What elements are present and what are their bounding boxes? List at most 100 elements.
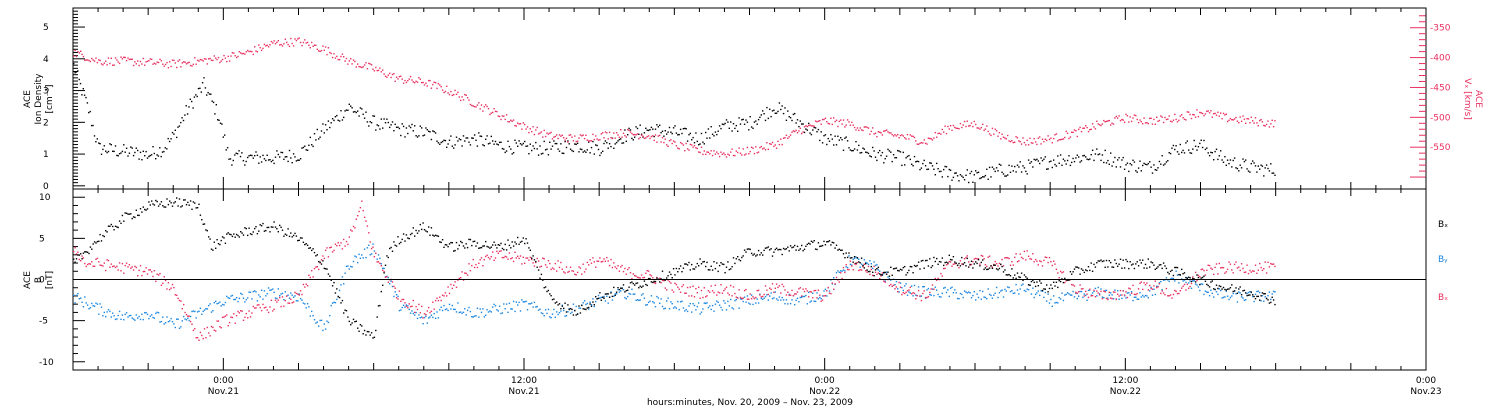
ion-density-series-point xyxy=(425,127,427,129)
vx-series-point xyxy=(1121,118,1123,121)
bx-series-point xyxy=(1014,274,1016,276)
by-series-point xyxy=(863,259,865,261)
ion-density-series-point xyxy=(1215,148,1218,150)
bz-series-point xyxy=(627,268,629,271)
bx-series-point xyxy=(558,303,561,305)
bx-series-point xyxy=(221,236,224,238)
vx-series-point xyxy=(118,62,121,65)
ion-density-series-point xyxy=(917,160,920,163)
bx-series-point xyxy=(485,240,487,243)
bx-series-point xyxy=(597,297,600,300)
by-series-point xyxy=(1104,289,1106,292)
ion-density-series-point xyxy=(615,141,618,144)
vx-series-point xyxy=(345,57,348,60)
vx-series-point xyxy=(100,63,103,65)
bz-series-point xyxy=(801,295,803,297)
bz-series-point xyxy=(221,316,224,319)
bz-series-point xyxy=(714,284,717,286)
vx-series-point xyxy=(224,57,227,59)
ion-density-series-point xyxy=(1190,152,1193,154)
bz-series-point xyxy=(635,275,637,277)
bx-series-point xyxy=(1263,293,1265,295)
ion-density-series-point xyxy=(269,159,271,161)
bz-series-point xyxy=(879,277,881,280)
by-series-point xyxy=(1111,294,1113,296)
bz-series-point xyxy=(827,286,829,289)
vx-series-point xyxy=(608,131,611,134)
ion-density-series-point xyxy=(842,149,845,151)
bx-series-point xyxy=(185,204,188,206)
bz-series-point xyxy=(195,337,197,339)
bz-series-point xyxy=(265,306,267,308)
ion-density-series-point xyxy=(107,150,110,153)
bz-series-point xyxy=(863,263,865,265)
by-series-point xyxy=(437,317,440,319)
vx-series-point xyxy=(176,66,178,69)
vx-series-point xyxy=(216,58,218,61)
bx-series-point xyxy=(350,324,352,326)
by-series-point xyxy=(764,295,767,298)
ion-density-series-point xyxy=(98,142,100,144)
vx-series-point xyxy=(1171,121,1173,123)
by-series-point xyxy=(944,286,946,289)
by-series-point xyxy=(607,302,609,304)
vx-series-point xyxy=(923,139,925,141)
bz-series-point xyxy=(448,292,451,295)
top-right-tick-label: -500 xyxy=(1430,113,1451,123)
ion-density-series-point xyxy=(672,127,675,129)
ion-density-series-point xyxy=(976,172,978,174)
bz-series-point xyxy=(724,288,726,290)
bz-series-point xyxy=(710,285,712,287)
by-series-point xyxy=(265,295,267,297)
by-series-point xyxy=(588,308,590,310)
ion-density-series-point xyxy=(1169,152,1172,155)
ion-density-series-point xyxy=(819,139,821,142)
vx-series-point xyxy=(514,124,516,127)
vx-series-point xyxy=(888,132,891,134)
by-series-point xyxy=(226,295,228,298)
vx-series-point xyxy=(1020,143,1023,145)
ion-density-series-point xyxy=(913,155,916,158)
bz-series-point xyxy=(1199,276,1201,278)
vx-series-point xyxy=(1147,122,1149,125)
bx-series-point xyxy=(525,238,527,240)
by-series-point xyxy=(685,308,687,311)
vx-series-point xyxy=(504,118,506,121)
vx-series-point xyxy=(554,135,556,138)
bx-series-point xyxy=(366,330,369,333)
bx-series-point xyxy=(717,270,719,273)
ion-density-series-point xyxy=(649,129,651,131)
bx-series-point xyxy=(323,267,325,270)
vx-series-point xyxy=(1107,120,1109,122)
bz-series-point xyxy=(486,254,488,256)
ion-density-series-point xyxy=(1036,158,1038,160)
by-series-point xyxy=(189,315,192,318)
vx-series-point xyxy=(1075,130,1077,132)
bx-series-point xyxy=(277,231,279,233)
bz-series-point xyxy=(575,274,577,276)
ion-density-series-point xyxy=(944,165,946,168)
by-series-point xyxy=(210,311,213,313)
ion-density-series-point xyxy=(222,136,224,138)
bz-series-point xyxy=(1050,261,1052,263)
vx-series-point xyxy=(824,117,827,119)
bx-series-point xyxy=(991,267,994,269)
bx-series-point xyxy=(769,249,771,251)
by-series-point xyxy=(312,315,314,317)
bz-series-point xyxy=(693,296,696,298)
bx-series-point xyxy=(238,236,240,238)
bz-series-point xyxy=(993,263,995,266)
vx-series-point xyxy=(227,55,229,58)
by-series-point xyxy=(565,314,568,317)
bx-series-point xyxy=(888,275,891,277)
by-series-point xyxy=(748,302,750,304)
by-series-point xyxy=(610,291,612,293)
bz-series-point xyxy=(192,329,195,332)
vx-series-point xyxy=(280,43,282,46)
vx-series-point xyxy=(858,129,860,132)
ion-density-series-point xyxy=(421,127,423,129)
ion-density-series-point xyxy=(337,119,339,121)
vx-series-point xyxy=(1192,113,1194,116)
bz-series-point xyxy=(1218,262,1220,265)
by-series-point xyxy=(1222,296,1225,299)
